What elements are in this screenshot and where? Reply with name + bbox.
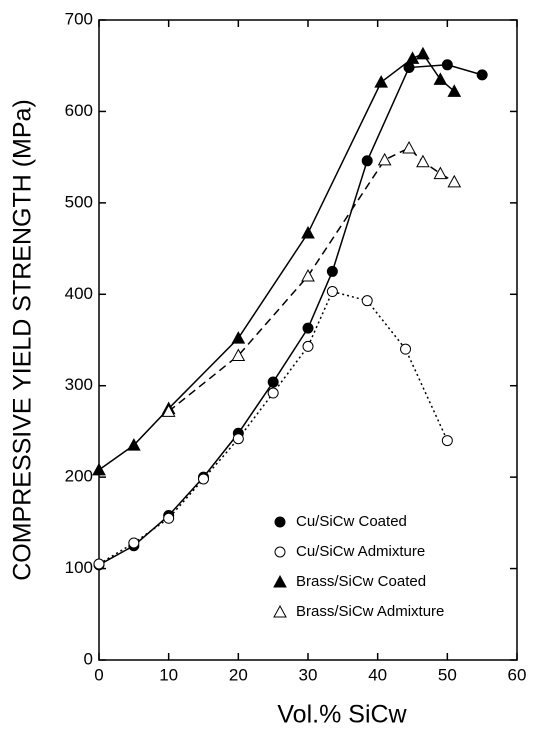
data-point bbox=[402, 140, 416, 154]
data-point bbox=[447, 174, 462, 188]
x-tick-label: 10 bbox=[159, 665, 178, 684]
x-axis-label: Vol.% SiCw bbox=[277, 701, 407, 729]
x-tick-label: 40 bbox=[368, 665, 387, 684]
data-point bbox=[267, 387, 279, 399]
data-point bbox=[302, 340, 314, 352]
data-point bbox=[361, 155, 373, 167]
data-point bbox=[326, 286, 338, 298]
plot-frame bbox=[98, 19, 518, 661]
legend-marker bbox=[274, 546, 286, 558]
data-point bbox=[361, 295, 373, 307]
data-point bbox=[231, 348, 246, 362]
data-point bbox=[198, 473, 209, 485]
data-point bbox=[232, 433, 244, 445]
y-tick-label: 200 bbox=[65, 467, 93, 486]
data-point bbox=[400, 343, 412, 355]
data-point bbox=[476, 69, 488, 81]
x-tick-label: 30 bbox=[299, 665, 318, 684]
legend-label: Brass/SiCw Coated bbox=[296, 573, 426, 590]
data-point bbox=[441, 435, 453, 447]
data-point bbox=[416, 46, 430, 60]
data-point bbox=[326, 265, 338, 277]
legend-label: Cu/SiCw Coated bbox=[296, 513, 407, 530]
data-point bbox=[433, 72, 448, 85]
series-line bbox=[98, 64, 483, 566]
x-tick-label: 60 bbox=[508, 665, 527, 684]
legend-marker bbox=[274, 516, 286, 528]
data-point bbox=[126, 438, 141, 451]
data-point bbox=[301, 268, 315, 282]
legend-label: Cu/SiCw Admixture bbox=[296, 543, 425, 560]
data-point bbox=[231, 331, 246, 344]
legend-marker bbox=[273, 604, 287, 618]
x-tick-label: 50 bbox=[438, 665, 457, 684]
series-line bbox=[168, 147, 455, 412]
data-point bbox=[161, 404, 176, 417]
data-point bbox=[374, 75, 388, 88]
y-tick-label: 100 bbox=[65, 558, 93, 577]
x-tick-label: 20 bbox=[229, 665, 248, 684]
legend-marker bbox=[273, 574, 287, 588]
y-tick-label: 700 bbox=[65, 9, 93, 28]
series-line bbox=[98, 52, 455, 471]
y-tick-label: 600 bbox=[65, 101, 93, 120]
y-tick-label: 500 bbox=[65, 192, 93, 211]
data-point bbox=[92, 462, 106, 476]
y-tick-label: 300 bbox=[65, 375, 93, 394]
legend-label: Brass/SiCw Admixture bbox=[296, 603, 444, 620]
y-tick-label: 0 bbox=[84, 649, 93, 668]
data-point bbox=[405, 51, 420, 64]
data-point bbox=[128, 537, 140, 549]
data-point bbox=[416, 154, 430, 168]
data-point bbox=[441, 59, 453, 71]
data-point bbox=[447, 84, 462, 97]
data-point bbox=[267, 376, 279, 388]
data-point bbox=[93, 558, 105, 570]
data-point bbox=[163, 512, 175, 524]
data-point bbox=[377, 152, 392, 166]
y-tick-label: 400 bbox=[65, 284, 93, 303]
x-tick-label: 0 bbox=[94, 665, 103, 684]
y-axis-label: COMPRESSIVE YIELD STRENGTH (MPa) bbox=[9, 99, 37, 581]
data-point bbox=[433, 166, 448, 180]
data-point bbox=[302, 322, 314, 334]
data-point bbox=[301, 225, 315, 239]
